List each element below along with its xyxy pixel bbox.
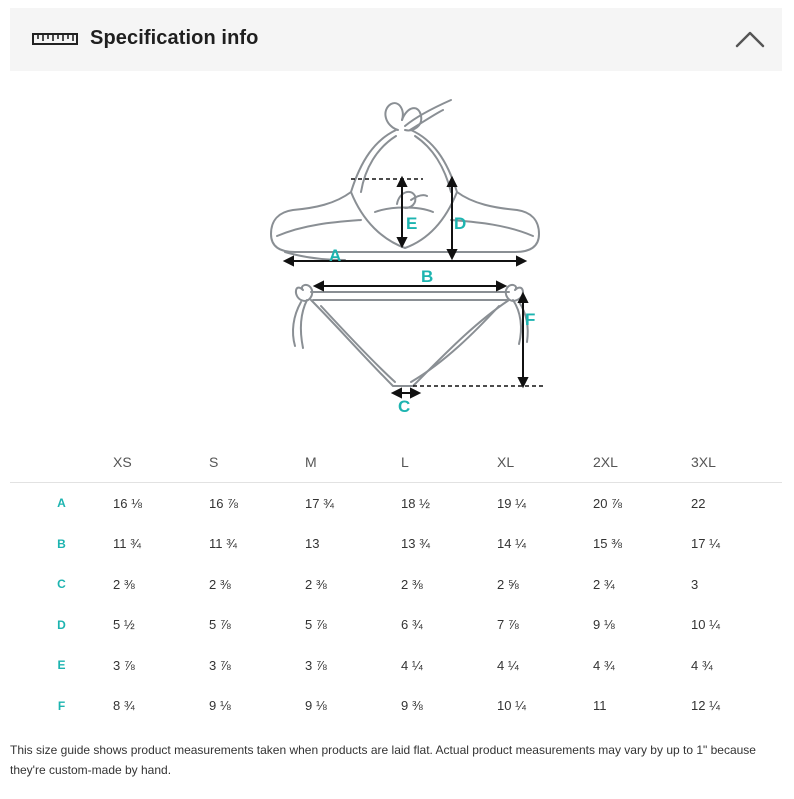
table-cell: 9 ⅛ — [593, 617, 615, 633]
table-row: A 16 ⅛ 16 ⅞ 17 ¾ 18 ½ 19 ¼ 20 ⅞ 22 — [10, 483, 782, 524]
table-cell: 11 ¾ — [209, 536, 237, 552]
table-cell: 10 ¼ — [691, 617, 720, 633]
table-cell: 11 ¾ — [113, 536, 141, 552]
table-cell: 11 — [593, 698, 607, 714]
table-cell: 4 ¾ — [593, 657, 615, 673]
table-cell: 9 ⅜ — [401, 698, 423, 714]
size-column-2xl: 2XL — [593, 441, 691, 483]
row-label: E — [57, 658, 66, 673]
table-cell: 8 ¾ — [113, 698, 135, 714]
table-cell: 4 ¼ — [497, 657, 519, 673]
table-cell: 16 ⅞ — [209, 495, 238, 511]
table-cell: 3 — [691, 576, 699, 592]
table-cell: 4 ¼ — [401, 657, 423, 673]
table-cell: 9 ⅛ — [305, 698, 327, 714]
diagram-label-c: C — [398, 397, 410, 416]
diagram-label-e: E — [406, 214, 417, 233]
table-cell: 3 ⅞ — [209, 657, 231, 673]
table-cell: 20 ⅞ — [593, 495, 622, 511]
row-label: A — [57, 496, 66, 511]
table-cell: 10 ¼ — [497, 698, 526, 714]
table-cell: 3 ⅞ — [113, 657, 135, 673]
row-label: B — [57, 536, 66, 551]
bikini-measurement-diagram: A B C D E F — [270, 99, 545, 416]
table-cell: 4 ¾ — [691, 657, 713, 673]
row-label: F — [57, 698, 66, 713]
table-cell: 3 ⅞ — [305, 657, 327, 673]
table-cell: 13 ¾ — [401, 536, 430, 552]
table-row: F 8 ¾ 9 ⅛ 9 ⅛ 9 ⅜ 10 ¼ 11 12 ¼ — [10, 686, 782, 727]
size-table: XS S M L XL 2XL 3XL A 16 ⅛ 16 ⅞ 17 ¾ 18 … — [10, 441, 782, 726]
table-cell: 19 ¼ — [497, 495, 526, 511]
size-column-xl: XL — [497, 441, 593, 483]
size-column-s: S — [209, 441, 305, 483]
diagram-label-a: A — [329, 246, 341, 265]
table-cell: 15 ⅜ — [593, 536, 622, 552]
table-cell: 5 ⅞ — [209, 617, 231, 633]
diagram-label-f: F — [525, 310, 535, 329]
size-column-xs: XS — [113, 441, 209, 483]
size-column-m: M — [305, 441, 401, 483]
diagram-label-b: B — [421, 267, 433, 286]
row-label: C — [57, 577, 66, 592]
table-cell: 18 ½ — [401, 495, 430, 511]
table-row: C 2 ⅜ 2 ⅜ 2 ⅜ 2 ⅜ 2 ⅝ 2 ¾ 3 — [10, 564, 782, 605]
size-header-row: XS S M L XL 2XL 3XL — [10, 441, 782, 483]
table-cell: 2 ⅜ — [305, 576, 327, 592]
table-cell: 13 — [305, 536, 320, 552]
table-cell: 16 ⅛ — [113, 495, 142, 511]
table-row: B 11 ¾ 11 ¾ 13 13 ¾ 14 ¼ 15 ⅜ 17 ¼ — [10, 524, 782, 565]
size-guide-footnote: This size guide shows product measuremen… — [10, 743, 756, 777]
table-cell: 14 ¼ — [497, 536, 526, 552]
size-column-l: L — [401, 441, 497, 483]
table-cell: 6 ¾ — [401, 617, 423, 633]
table-cell: 12 ¼ — [691, 698, 720, 714]
table-cell: 17 ¾ — [305, 495, 334, 511]
table-cell: 2 ⅜ — [113, 576, 135, 592]
table-cell: 9 ⅛ — [209, 698, 231, 714]
table-cell: 2 ⅜ — [209, 576, 231, 592]
diagram-label-d: D — [454, 214, 466, 233]
table-cell: 2 ¾ — [593, 576, 615, 592]
row-label: D — [57, 617, 66, 632]
section-title: Specification info — [90, 27, 259, 49]
table-cell: 2 ⅜ — [401, 576, 423, 592]
specification-header[interactable]: Specification info — [10, 8, 782, 71]
chevron-up-icon[interactable] — [734, 28, 766, 50]
table-cell: 5 ⅞ — [305, 617, 327, 633]
table-cell: 2 ⅝ — [497, 576, 519, 592]
table-cell: 17 ¼ — [691, 536, 720, 552]
table-cell: 22 — [691, 495, 706, 511]
table-row: E 3 ⅞ 3 ⅞ 3 ⅞ 4 ¼ 4 ¼ 4 ¾ 4 ¾ — [10, 645, 782, 686]
ruler-icon — [32, 33, 78, 45]
corner-cell — [10, 441, 113, 483]
table-cell: 7 ⅞ — [497, 617, 519, 633]
size-column-3xl: 3XL — [691, 441, 782, 483]
table-row: D 5 ½ 5 ⅞ 5 ⅞ 6 ¾ 7 ⅞ 9 ⅛ 10 ¼ — [10, 605, 782, 646]
table-cell: 5 ½ — [113, 617, 135, 633]
